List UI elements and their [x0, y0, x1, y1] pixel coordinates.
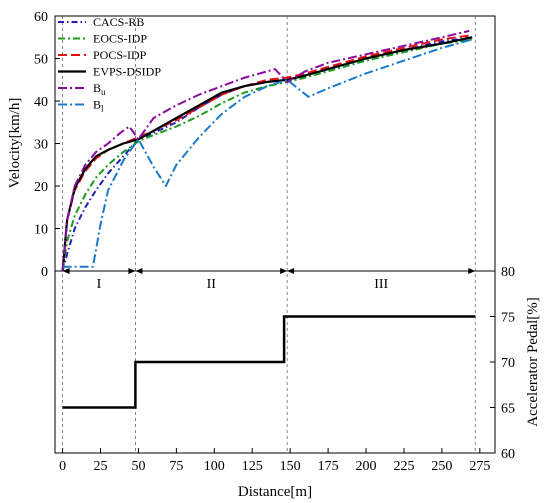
series-line-bl — [62, 38, 473, 268]
x-tick-label: 275 — [469, 459, 490, 474]
phase-arrowhead-left — [135, 268, 143, 274]
y-tick-label-pedal: 60 — [501, 447, 515, 462]
x-tick-label: 125 — [242, 459, 263, 474]
phase-arrowhead-left — [287, 268, 295, 274]
phase-label: III — [374, 277, 388, 292]
phase-arrowhead-right — [468, 268, 476, 274]
y-axis-title-pedal: Accelerator Pedal[%] — [525, 297, 541, 427]
series-line-bu — [61, 29, 470, 272]
legend-label: CACS-RB — [93, 15, 144, 29]
series-line-evps-dsidp — [61, 36, 473, 272]
x-tick-label: 250 — [431, 459, 452, 474]
y-tick-label-pedal: 75 — [501, 311, 515, 326]
pedal-line — [62, 315, 476, 409]
phase-arrowhead-left — [62, 268, 70, 274]
y-axis-title-velocity: Velocity[km/h] — [7, 98, 23, 189]
y-tick-label-velocity: 60 — [34, 10, 48, 25]
x-axis-title: Distance[m] — [238, 484, 312, 500]
x-tick-label: 50 — [131, 459, 145, 474]
phase-label: I — [97, 277, 102, 292]
y-tick-label-pedal: 70 — [501, 356, 515, 371]
x-tick-label: 0 — [59, 459, 66, 474]
y-tick-label-velocity: 50 — [34, 53, 48, 68]
legend-label: Bu — [93, 81, 106, 97]
x-tick-label: 25 — [94, 459, 108, 474]
y-tick-label-pedal: 80 — [501, 265, 515, 280]
x-tick-label: 150 — [280, 459, 301, 474]
legend-label: POCS-IDP — [93, 48, 147, 62]
phase-arrowhead-right — [128, 268, 136, 274]
series-line-pocs-idp — [61, 34, 473, 272]
x-tick-label: 200 — [356, 459, 377, 474]
pedal-series — [62, 315, 476, 409]
legend-label: EOCS-IDP — [93, 32, 147, 46]
y-tick-label-velocity: 40 — [34, 95, 48, 110]
phase-arrowhead-right — [280, 268, 288, 274]
phase-label: II — [207, 277, 217, 292]
x-tick-label: 225 — [393, 459, 414, 474]
y-tick-label-velocity: 30 — [34, 138, 48, 153]
velocity-series — [61, 29, 473, 272]
legend-label: Bl — [93, 98, 104, 114]
y-tick-label-velocity: 0 — [41, 265, 48, 280]
y-tick-label-velocity: 10 — [34, 223, 48, 238]
y-tick-label-velocity: 20 — [34, 180, 48, 195]
y-tick-label-pedal: 65 — [501, 402, 515, 417]
x-tick-label: 175 — [318, 459, 339, 474]
axis-ticks: 0 25 50 75 100 125 150 175 200 225 250 275 0 10 20 30 40… — [34, 10, 515, 474]
phase-annotations: I II III — [62, 268, 476, 292]
x-tick-label: 100 — [204, 459, 225, 474]
plot-frame — [54, 15, 496, 454]
x-tick-label: 75 — [169, 459, 183, 474]
series-line-eocs-idp — [61, 38, 473, 272]
legend-label: EVPS-DSIDP — [93, 65, 161, 79]
